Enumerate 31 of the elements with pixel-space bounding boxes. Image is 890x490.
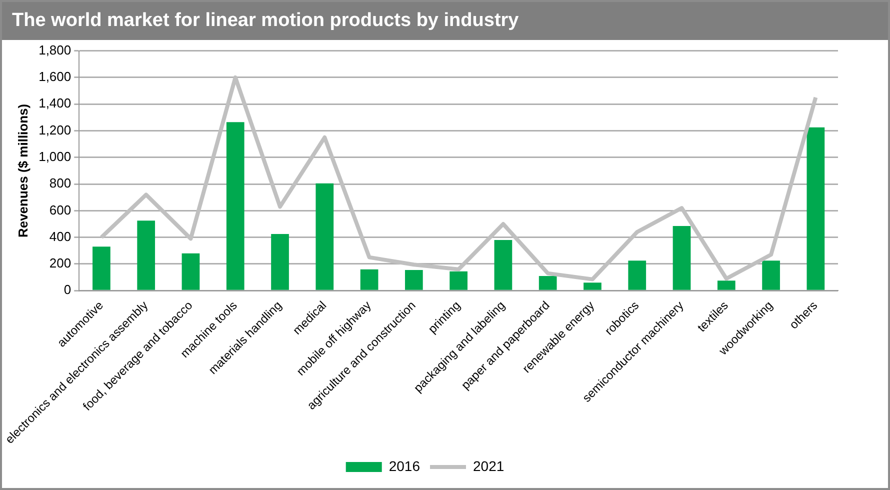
bar xyxy=(762,260,780,290)
y-tick-label: 600 xyxy=(49,202,72,218)
bar xyxy=(806,127,825,290)
bar xyxy=(538,276,557,290)
bar xyxy=(137,220,156,290)
bar xyxy=(271,234,289,290)
y-axis-title: Revenues ($ millions) xyxy=(15,104,30,238)
bar xyxy=(92,246,110,290)
bar xyxy=(584,282,602,290)
y-tick-label: 0 xyxy=(64,282,72,298)
legend-label: 2021 xyxy=(473,458,504,474)
bar xyxy=(226,122,244,290)
y-tick-label: 1,000 xyxy=(38,148,72,164)
bar xyxy=(450,271,468,290)
bar xyxy=(182,253,200,290)
bar xyxy=(360,269,378,290)
legend-label: 2016 xyxy=(388,458,420,474)
y-tick-label: 1,400 xyxy=(38,96,72,111)
y-tick-label: 800 xyxy=(49,176,72,191)
bar xyxy=(717,280,736,290)
y-tick-label: 1,600 xyxy=(38,69,72,84)
chart-title: The world market for linear motion products by industry xyxy=(2,2,888,40)
y-tick-label: 400 xyxy=(49,228,72,244)
bar xyxy=(494,240,512,290)
bar xyxy=(628,260,646,290)
bar xyxy=(672,226,691,290)
y-tick-label: 1,200 xyxy=(38,122,72,138)
bar xyxy=(316,183,334,290)
y-tick-label: 1,800 xyxy=(38,42,72,58)
y-tick-label: 200 xyxy=(49,256,72,271)
bar xyxy=(405,270,423,290)
